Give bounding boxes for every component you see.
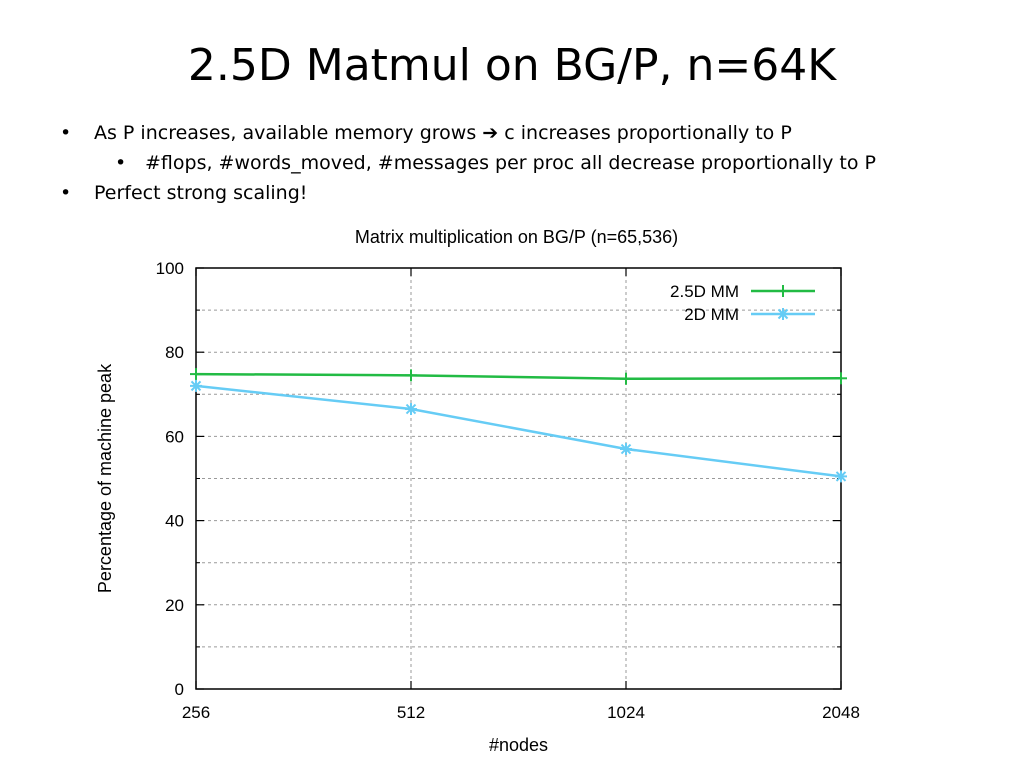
bullet-memory-grows: • As P increases, available memory grows… xyxy=(60,118,1000,148)
bullet-flops-decrease: • #flops, #words_moved, #messages per pr… xyxy=(60,148,1000,178)
series-line xyxy=(195,372,842,380)
data-point xyxy=(405,403,417,415)
x-tick-label: 256 xyxy=(182,703,210,722)
bullet-dot: • xyxy=(60,182,72,204)
data-point xyxy=(620,443,632,455)
legend-marker xyxy=(777,308,789,320)
x-axis-label: #nodes xyxy=(489,735,548,755)
chart-title: Matrix multiplication on BG/P (n=65,536) xyxy=(355,227,678,247)
bullet-dot: • xyxy=(60,122,72,144)
bullet-list: • As P increases, available memory grows… xyxy=(60,118,1000,208)
x-tick-label: 512 xyxy=(397,703,425,722)
legend-label: 2D MM xyxy=(684,305,739,324)
y-tick-label: 80 xyxy=(165,343,184,362)
right-arrow-icon: ➔ xyxy=(482,122,499,144)
bullet-strong-scaling: • Perfect strong scaling! xyxy=(60,178,1000,208)
legend-label: 2.5D MM xyxy=(670,282,739,301)
x-tick-label: 2048 xyxy=(822,703,860,722)
y-tick-label: 60 xyxy=(165,427,184,446)
y-tick-label: 40 xyxy=(165,512,184,531)
bullet-text: Perfect strong scaling! xyxy=(94,182,308,204)
bullet-dot: • xyxy=(115,152,127,174)
y-tick-label: 0 xyxy=(175,680,184,699)
series-line xyxy=(195,384,842,478)
bullet-text: #flops, #words_moved, #messages per proc… xyxy=(145,152,877,174)
bullet-text: As P increases, available memory grows xyxy=(94,122,477,144)
y-tick-label: 100 xyxy=(156,259,184,278)
y-tick-label: 20 xyxy=(165,596,184,615)
data-point xyxy=(835,471,847,482)
y-axis-label: Percentage of machine peak xyxy=(95,363,115,593)
slide-title: 2.5D Matmul on BG/P, n=64K xyxy=(187,40,837,91)
data-point xyxy=(190,380,202,392)
x-tick-label: 1024 xyxy=(607,703,645,722)
bullet-text-after: c increases proportionally to P xyxy=(504,122,792,144)
